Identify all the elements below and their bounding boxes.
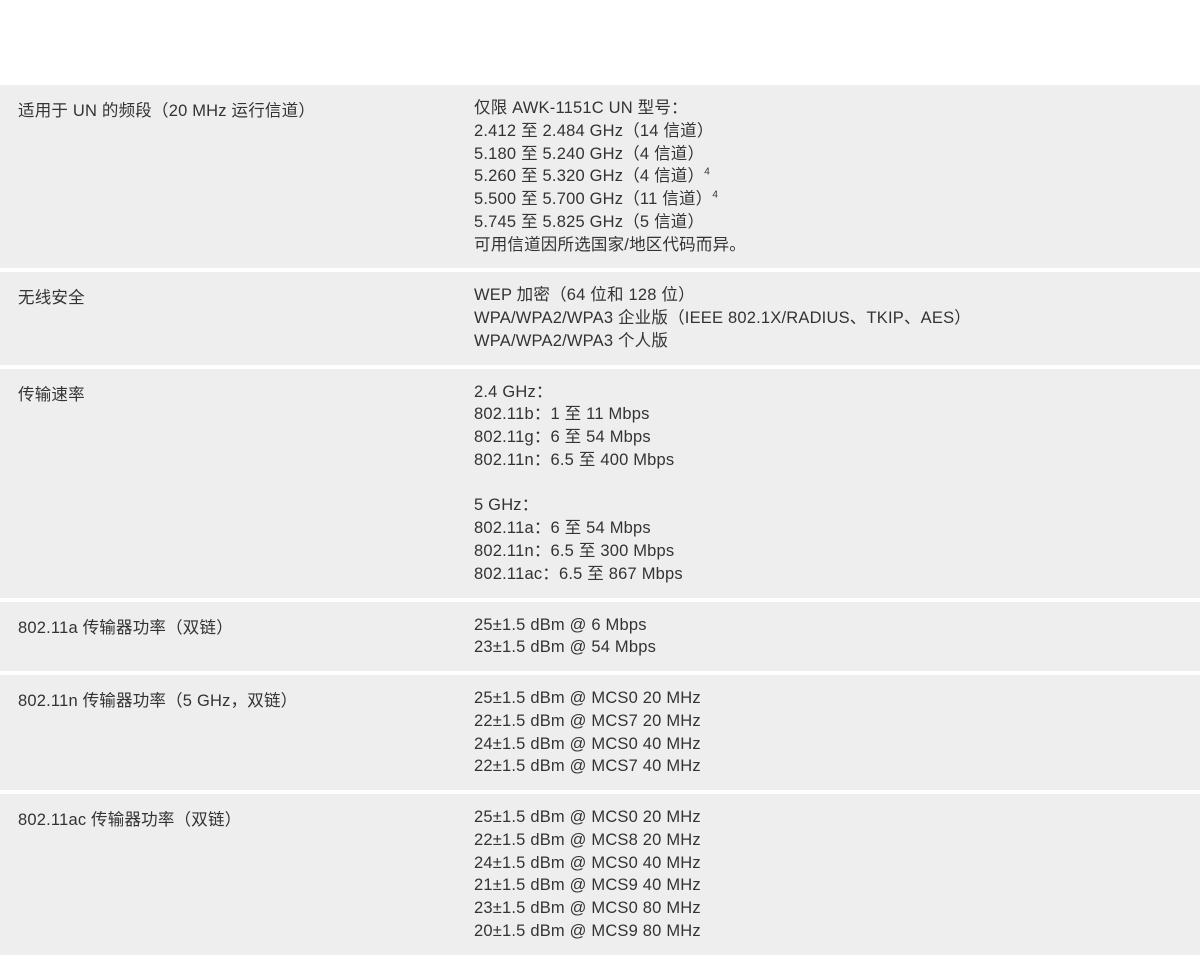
spec-value-line: 22±1.5 dBm @ MCS7 20 MHz: [474, 712, 701, 730]
spec-value-line: 5.745 至 5.825 GHz（5 信道）: [474, 213, 704, 231]
spec-label: 无线安全: [0, 272, 462, 364]
spec-value-line: 24±1.5 dBm @ MCS0 40 MHz: [474, 735, 701, 753]
spec-value-line: 23±1.5 dBm @ 54 Mbps: [474, 638, 656, 656]
spec-label: 传输速率: [0, 369, 462, 598]
table-row: 802.11ac 传输器功率（双链）25±1.5 dBm @ MCS0 20 M…: [0, 794, 1200, 955]
spec-label: 802.11a 传输器功率（双链）: [0, 602, 462, 672]
spec-value-line: 5.180 至 5.240 GHz（4 信道）: [474, 145, 704, 163]
spec-value-line: 25±1.5 dBm @ 6 Mbps: [474, 616, 647, 634]
spec-value-line: 23±1.5 dBm @ MCS0 80 MHz: [474, 899, 701, 917]
spec-value-line: 24±1.5 dBm @ MCS0 40 MHz: [474, 854, 701, 872]
spec-value-line: 2.412 至 2.484 GHz（14 信道）: [474, 122, 714, 140]
spec-value-line: 802.11g：6 至 54 Mbps: [474, 428, 651, 446]
spec-value-line: 可用信道因所选国家/地区代码而异。: [474, 236, 746, 254]
spec-value-line: 5 GHz：: [474, 496, 538, 514]
spec-table: 适用于 UN 的频段（20 MHz 运行信道）仅限 AWK-1151C UN 型…: [0, 85, 1200, 955]
spec-label: 802.11n 传输器功率（5 GHz，双链）: [0, 675, 462, 790]
spec-value-line: 5.500 至 5.700 GHz（11 信道）: [474, 190, 712, 208]
spec-value-line: 5.260 至 5.320 GHz（4 信道）: [474, 167, 704, 185]
spec-value-line: 25±1.5 dBm @ MCS0 20 MHz: [474, 808, 701, 826]
spec-value: WEP 加密（64 位和 128 位） WPA/WPA2/WPA3 企业版（IE…: [466, 272, 1200, 364]
spec-value-line: 仅限 AWK-1151C UN 型号：: [474, 99, 688, 117]
spec-value-line: 802.11b：1 至 11 Mbps: [474, 405, 650, 423]
spec-label: 802.11ac 传输器功率（双链）: [0, 794, 462, 955]
spec-value-line: 25±1.5 dBm @ MCS0 20 MHz: [474, 689, 701, 707]
spec-value-line: 802.11n：6.5 至 400 Mbps: [474, 451, 674, 469]
spec-value-line: 802.11ac：6.5 至 867 Mbps: [474, 565, 683, 583]
table-row: 传输速率2.4 GHz： 802.11b：1 至 11 Mbps 802.11g…: [0, 369, 1200, 598]
table-row: 802.11n 传输器功率（5 GHz，双链）25±1.5 dBm @ MCS0…: [0, 675, 1200, 790]
spec-value-line: 20±1.5 dBm @ MCS9 80 MHz: [474, 922, 701, 940]
spec-value-line: 21±1.5 dBm @ MCS9 40 MHz: [474, 876, 701, 894]
spec-value-line: 22±1.5 dBm @ MCS7 40 MHz: [474, 757, 701, 775]
table-row: 适用于 UN 的频段（20 MHz 运行信道）仅限 AWK-1151C UN 型…: [0, 85, 1200, 268]
table-row: 802.11a 传输器功率（双链）25±1.5 dBm @ 6 Mbps 23±…: [0, 602, 1200, 672]
spec-value-line: 2.4 GHz：: [474, 383, 553, 401]
spec-value: 25±1.5 dBm @ MCS0 20 MHz 22±1.5 dBm @ MC…: [466, 794, 1200, 955]
spec-label: 适用于 UN 的频段（20 MHz 运行信道）: [0, 85, 462, 268]
spec-value-line: 802.11a：6 至 54 Mbps: [474, 519, 651, 537]
spec-value-line: 22±1.5 dBm @ MCS8 20 MHz: [474, 831, 701, 849]
spec-value: 仅限 AWK-1151C UN 型号： 2.412 至 2.484 GHz（14…: [466, 85, 1200, 268]
spec-value-line: WPA/WPA2/WPA3 企业版（IEEE 802.1X/RADIUS、TKI…: [474, 309, 971, 327]
spec-value-line: WPA/WPA2/WPA3 个人版: [474, 332, 668, 350]
spec-value-line: WEP 加密（64 位和 128 位）: [474, 286, 695, 304]
table-row: 无线安全WEP 加密（64 位和 128 位） WPA/WPA2/WPA3 企业…: [0, 272, 1200, 364]
footnote-ref: 4: [704, 167, 710, 178]
footnote-ref: 4: [712, 190, 718, 201]
spec-value: 25±1.5 dBm @ MCS0 20 MHz 22±1.5 dBm @ MC…: [466, 675, 1200, 790]
spec-value: 2.4 GHz： 802.11b：1 至 11 Mbps 802.11g：6 至…: [466, 369, 1200, 598]
spec-value: 25±1.5 dBm @ 6 Mbps 23±1.5 dBm @ 54 Mbps: [466, 602, 1200, 672]
spec-value-line: 802.11n：6.5 至 300 Mbps: [474, 542, 674, 560]
